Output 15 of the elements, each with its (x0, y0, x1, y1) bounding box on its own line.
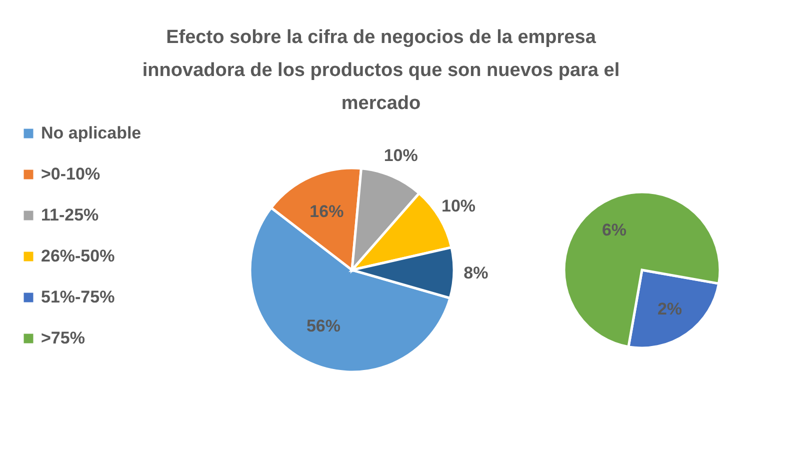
legend-label: 11-25% (41, 206, 99, 224)
data-label: 8% (464, 263, 488, 282)
data-label: 10% (441, 196, 476, 216)
legend-label: No aplicable (41, 124, 142, 142)
data-label: 6% (602, 220, 627, 240)
data-label: 56% (306, 316, 340, 336)
chart-title: Efecto sobre la cifra de negocios de la empresa innovadora de los productos que son nuevos para el mercado (142, 27, 620, 114)
legend-label: 51%-75% (41, 288, 115, 306)
data-label: 10% (384, 146, 418, 166)
data-label: 16% (310, 202, 344, 222)
data-label: 2% (657, 300, 682, 319)
legend-label: 26%-50% (41, 246, 115, 266)
pie-slice (562, 190, 722, 348)
legend-label: >75% (41, 328, 85, 348)
legend-label: >0-10% (41, 164, 100, 184)
